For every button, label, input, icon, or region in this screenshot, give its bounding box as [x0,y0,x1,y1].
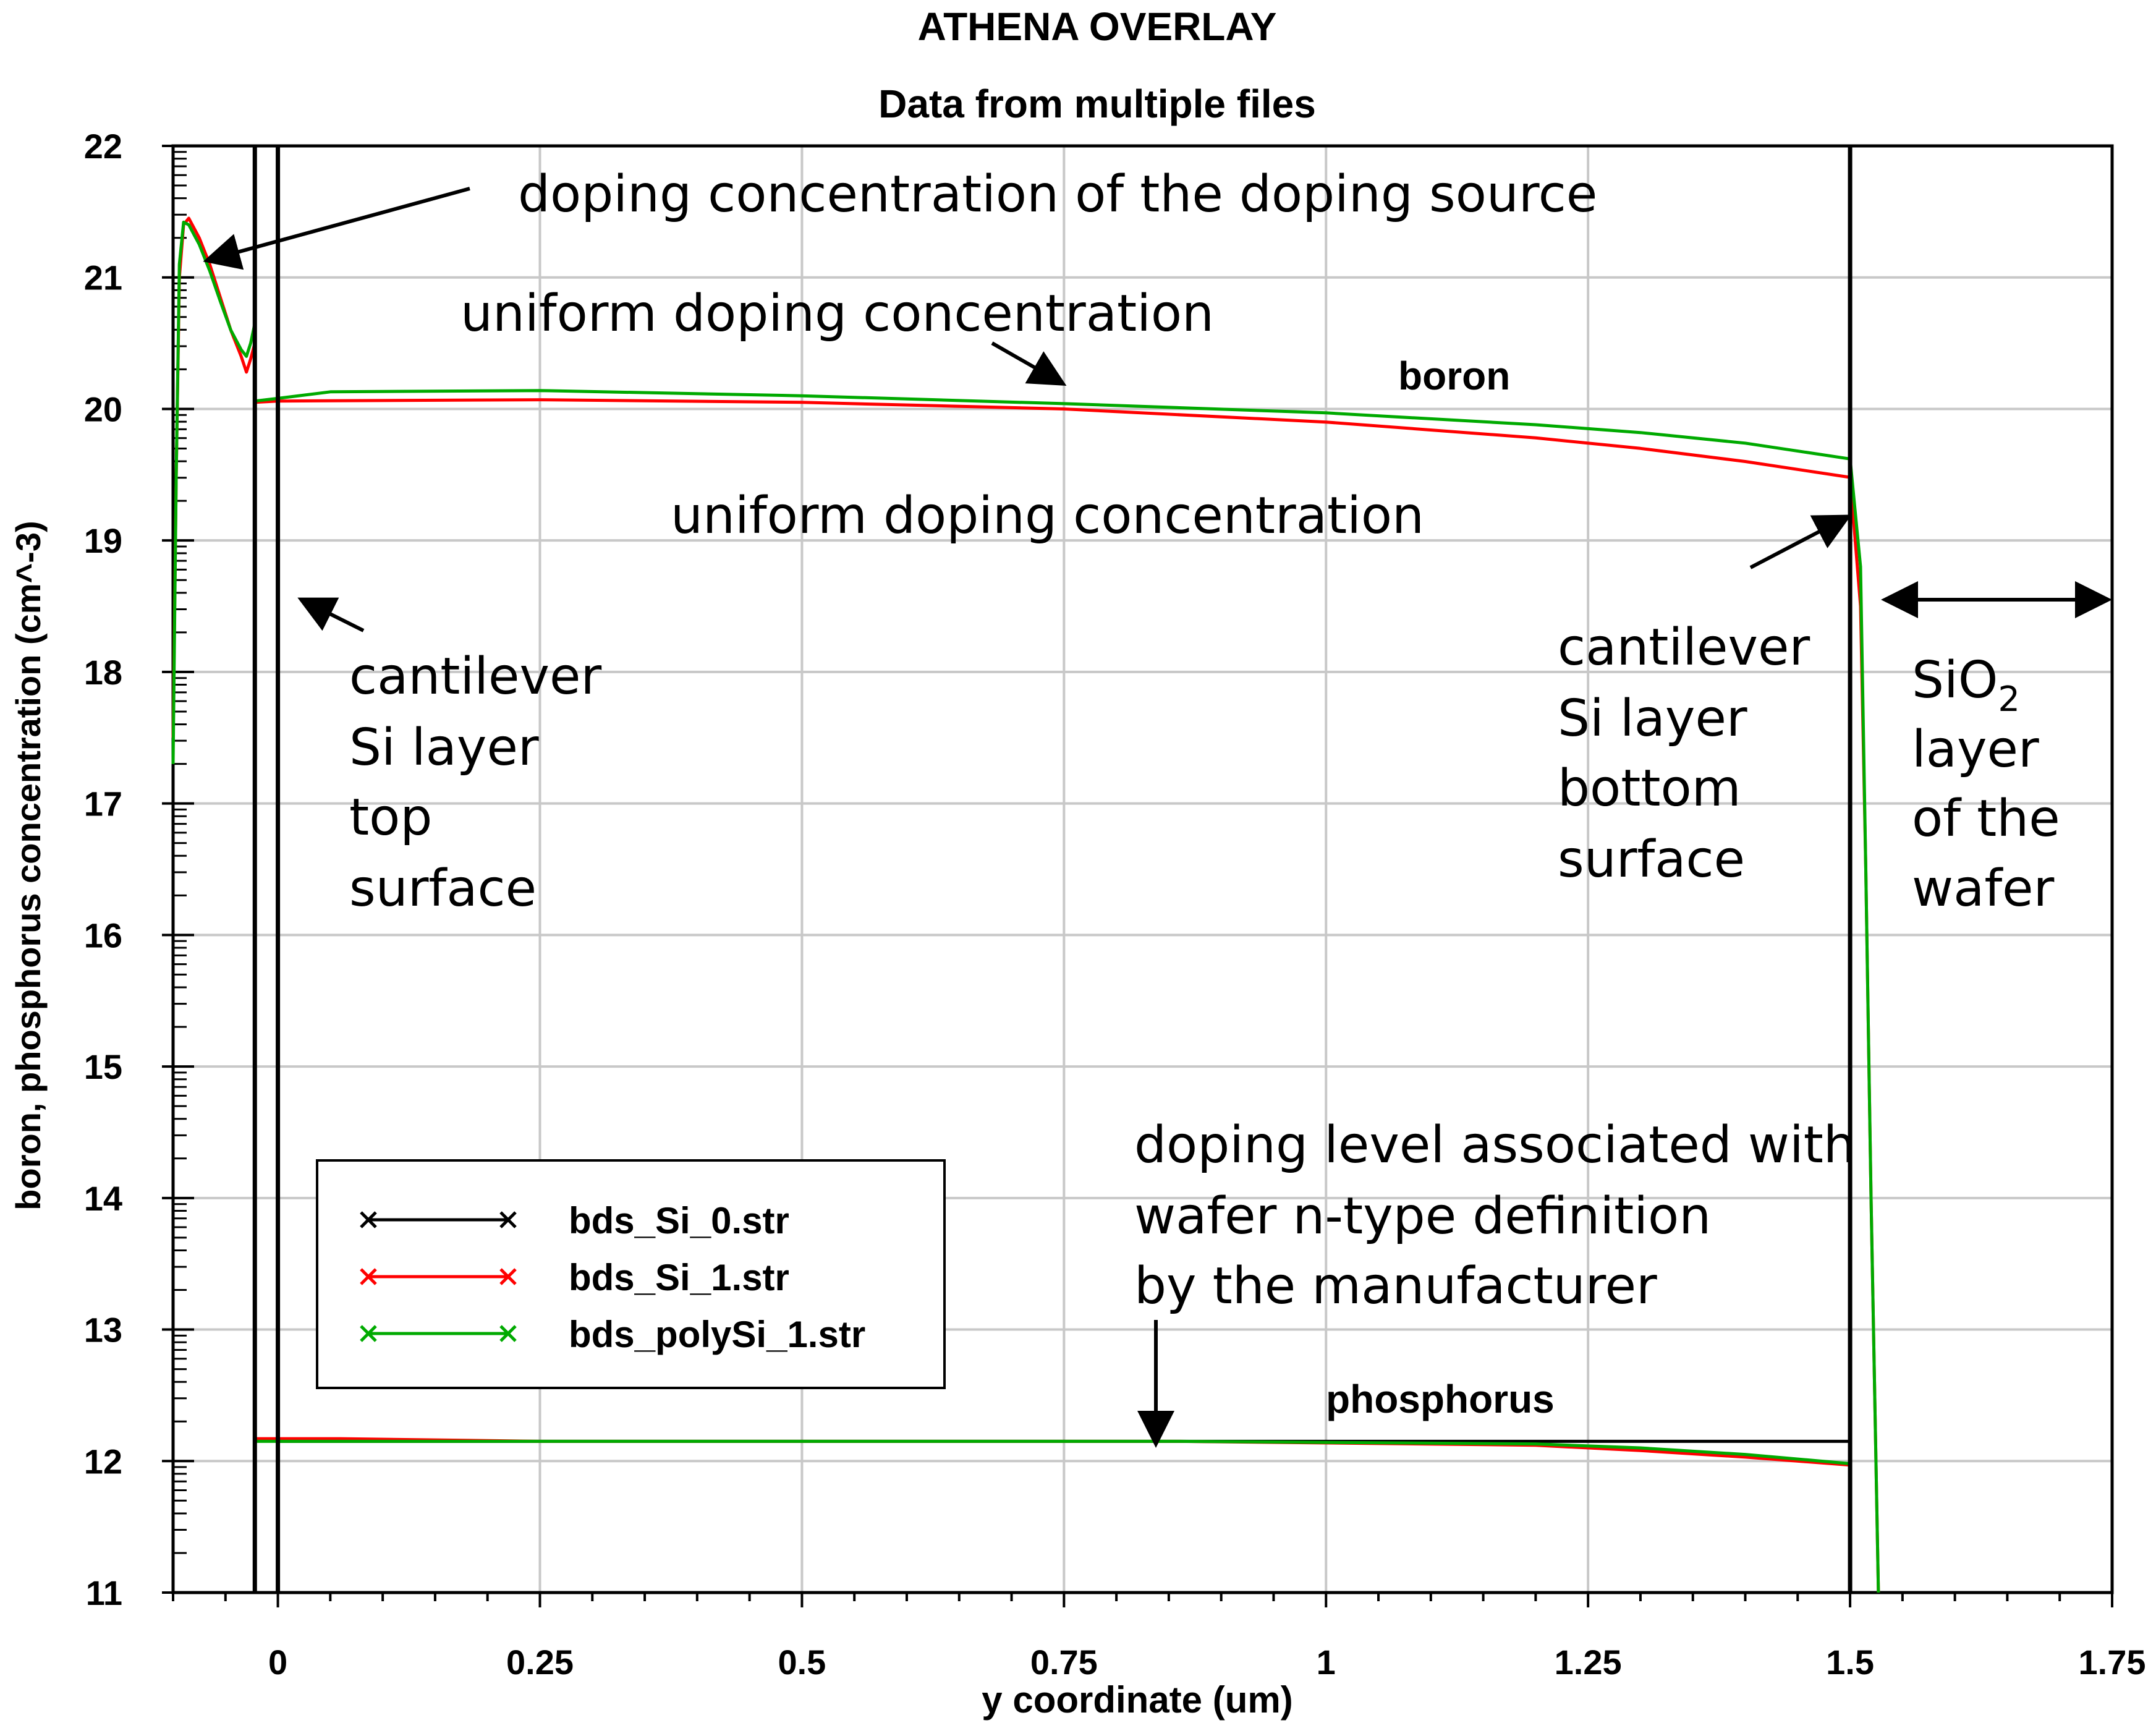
annotation-wafer-doping-1: doping level associated with [1134,1116,1856,1175]
y-tick-label-6: 17 [84,785,122,823]
annotation-wafer-doping-2: wafer n-type definition [1134,1187,1711,1246]
annotation-sio2: SiO2 [1912,651,2020,720]
x-tick-label-0: 0 [268,1643,287,1682]
annotation-sio2-3: of the [1912,789,2060,848]
annotation-bottom-surface-2: Si layer [1558,689,1747,748]
legend-box [316,1159,946,1389]
legend: bds_Si_0.str bds_Si_1.str bds_polySi_1.str [316,1159,946,1389]
legend-marker [499,1325,517,1342]
annotation-top-surface-1: cantilever [349,647,601,706]
x-tick-labels: 0 0.25 0.5 0.75 1 1.25 1.5 1.75 [268,1643,2146,1682]
y-tick-labels: 11 12 13 14 15 16 17 18 19 20 21 22 [84,127,122,1612]
x-tick-label-3: 0.75 [1030,1643,1098,1682]
x-tick-label-6: 1.5 [1826,1643,1874,1682]
y-tick-label-10: 21 [84,258,122,297]
chart-subtitle: Data from multiple files [878,82,1316,126]
arrow-uniform-upper [991,341,1067,386]
annotation-wafer-doping-3: by the manufacturer [1134,1257,1657,1316]
annotation-uniform-lower: uniform doping concentration [671,487,1424,545]
x-tick-label-7: 1.75 [2079,1643,2146,1682]
annotation-top-surface-2: Si layer [349,718,539,777]
legend-marker [360,1211,377,1228]
sio2-subscript: 2 [1998,679,2020,720]
x-tick-label-1: 0.25 [506,1643,574,1682]
legend-marker [360,1268,377,1285]
legend-label-2: bds_polySi_1.str [569,1314,865,1355]
y-tick-label-5: 16 [84,916,122,955]
series-line-4 [255,1439,1851,1465]
annotations: doping concentration of the doping sourc… [203,165,2112,1448]
legend-entries: bds_Si_0.str bds_Si_1.str bds_polySi_1.str [360,1200,865,1355]
x-tick-label-2: 0.5 [778,1643,826,1682]
annotation-uniform-upper: uniform doping concentration [460,284,1214,343]
x-axis-label: y coordinate (um) [982,1679,1292,1721]
annotation-boron: boron [1398,354,1510,398]
legend-label-1: bds_Si_1.str [569,1257,789,1298]
annotation-phosphorus: phosphorus [1326,1377,1555,1421]
y-tick-label-9: 20 [84,389,122,428]
sio2-prefix: SiO [1912,651,1998,710]
y-tick-label-1: 12 [84,1442,122,1481]
plot-frame [171,144,2114,1594]
legend-marker [499,1211,517,1228]
annotation-sio2-2: layer [1912,720,2039,779]
y-tick-label-0: 11 [86,1573,122,1612]
arrow-bottom-surface [1749,514,1852,569]
annotation-sio2-4: wafer [1912,859,2055,918]
x-tick-label-5: 1.25 [1555,1643,1622,1682]
arrow-doping-source [203,187,470,270]
y-tick-label-11: 22 [84,127,122,166]
annotation-doping-source: doping concentration of the doping sourc… [518,165,1597,224]
x-tick-label-4: 1 [1317,1643,1336,1682]
legend-marker [499,1268,517,1285]
series-line-2 [171,220,1880,1593]
boundary-layer [252,146,1853,1593]
arrow-top-surface [297,597,365,632]
y-tick-label-8: 19 [84,521,122,560]
y-tick-label-7: 18 [84,653,122,692]
annotation-bottom-surface-3: bottom [1558,759,1741,818]
y-tick-label-4: 15 [84,1047,122,1086]
legend-label-0: bds_Si_0.str [569,1200,789,1241]
legend-marker [360,1325,377,1342]
y-tick-label-3: 14 [84,1179,122,1218]
annotation-top-surface-3: top [349,788,432,847]
y-tick-label-2: 13 [84,1311,122,1350]
annotation-bottom-surface-4: surface [1558,830,1745,889]
annotation-bottom-surface-1: cantilever [1558,618,1810,677]
annotation-top-surface-4: surface [349,859,537,918]
y-axis-label: boron, phosphorus concentration (cm^-3) [9,521,48,1210]
chart-title: ATHENA OVERLAY [918,4,1277,49]
